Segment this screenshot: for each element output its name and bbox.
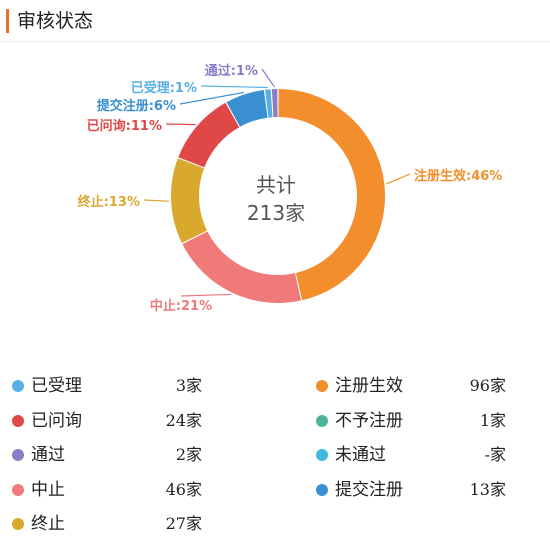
legend-label: 终止: [31, 514, 65, 534]
center-label-title: 共计: [256, 173, 296, 197]
slice-中止[interactable]: [182, 231, 301, 303]
slice-label: 注册生效:46%: [414, 168, 502, 184]
legend-value: 3家: [175, 376, 202, 395]
slice-label: 终止:13%: [78, 194, 140, 210]
slice-label: 通过:1%: [205, 63, 258, 79]
slice-终止[interactable]: [170, 158, 208, 243]
center-label-total: 213家: [247, 201, 305, 225]
legend-dot: [12, 414, 24, 427]
legend-dot: [316, 414, 328, 427]
legend-value: 24家: [165, 410, 202, 430]
legend-label: 已问询: [31, 410, 82, 431]
leader-line: [179, 91, 245, 105]
legend-item[interactable]: 未通过 -家: [316, 443, 506, 467]
legend-item[interactable]: 提交注册 13家: [316, 478, 506, 502]
legend-item[interactable]: 终止 27家: [12, 512, 202, 536]
legend-value: -家: [484, 445, 506, 464]
legend-label: 不予注册: [335, 410, 403, 431]
legend-item[interactable]: 注册生效 96家: [316, 374, 506, 398]
legend-label: 已受理: [31, 376, 82, 396]
section-header: 审核状态: [0, 0, 550, 42]
donut-chart: 注册生效:46% 中止:21% 终止:13% 已问询:11% 提交注册:6% 已受理:1%…: [78, 63, 503, 314]
legend-label: 未通过: [335, 445, 386, 465]
legend-value: 46家: [165, 479, 202, 499]
legend-label: 注册生效: [335, 376, 403, 396]
legend-value: 1家: [479, 410, 506, 430]
legend-value: 2家: [175, 445, 202, 464]
legend-value: 27家: [165, 514, 202, 533]
leader-line: [143, 199, 170, 202]
leader-line: [261, 68, 276, 88]
slice-通过[interactable]: [271, 89, 278, 118]
legend-dot: [12, 380, 24, 392]
legend-dot: [12, 483, 24, 496]
leader-line: [180, 293, 232, 297]
legend-item[interactable]: 已受理 3家: [12, 374, 202, 398]
legend-label: 提交注册: [335, 479, 403, 500]
legend-item[interactable]: 中止 46家: [12, 478, 202, 502]
slice-已问询[interactable]: [178, 102, 240, 168]
slice-提交注册[interactable]: [226, 89, 268, 127]
legend-value: 13家: [469, 479, 506, 499]
slice-label: 已问询:11%: [87, 118, 162, 134]
leader-line: [200, 85, 268, 89]
slice-label: 已受理:1%: [131, 80, 197, 96]
section-title: 审核状态: [17, 10, 94, 32]
legend-label: 中止: [31, 479, 65, 500]
leader-line: [386, 173, 411, 185]
legend-item[interactable]: 已问询 24家: [12, 409, 202, 433]
legend-item[interactable]: 不予注册 1家: [316, 409, 506, 433]
header-accent-bar: [6, 9, 9, 33]
slice-label: 提交注册:6%: [97, 98, 176, 114]
legend-value: 96家: [469, 376, 506, 395]
legend-dot: [316, 483, 328, 496]
legend-dot: [316, 380, 328, 392]
slice-注册生效[interactable]: [278, 89, 385, 301]
leader-line: [165, 123, 196, 126]
legend-dot: [12, 518, 24, 530]
legend-item[interactable]: 通过 2家: [12, 443, 202, 467]
legend: 已受理 3家 注册生效 96家已问询 24家 不予注册 1家通过 2家 未通过 -家中止 46家 提交…: [0, 368, 550, 556]
legend-dot: [316, 449, 328, 461]
legend-label: 通过: [31, 445, 65, 465]
slice-已受理[interactable]: [265, 89, 273, 118]
legend-dot: [12, 449, 24, 461]
slice-label: 中止:21%: [150, 298, 212, 314]
